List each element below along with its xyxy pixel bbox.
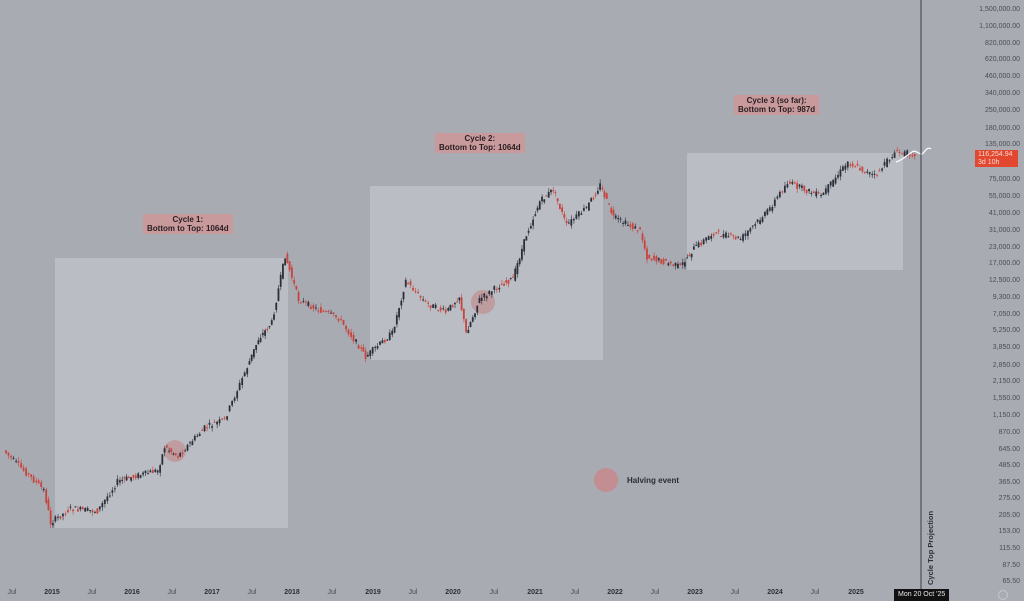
time-tick-label: 2020 [445, 589, 461, 596]
time-tick-label: 2018 [284, 589, 300, 596]
time-tick-label: Jul [167, 589, 177, 596]
price-tick-label: 2,850.00 [992, 362, 1020, 369]
cycle-1-label: Cycle 1: Bottom to Top: 1064d [143, 214, 233, 234]
current-price: 116,254.94 [978, 151, 1013, 158]
legend: Halving event [594, 468, 679, 492]
price-tick-label: 1,550.00 [992, 395, 1020, 402]
price-tick-label: 153.00 [998, 528, 1020, 535]
price-tick-label: 820,000.00 [984, 40, 1020, 47]
time-tick-label: 2021 [527, 589, 543, 596]
price-tick-label: 55,000.00 [988, 193, 1020, 200]
price-tick-label: 23,000.00 [988, 244, 1020, 251]
time-tick-label: Jul [570, 589, 580, 596]
time-tick-label: Jul [327, 589, 337, 596]
time-tick-label: 2015 [44, 589, 60, 596]
price-tick-label: 115.50 [999, 545, 1020, 552]
price-tick-label: 5,250.00 [992, 327, 1020, 334]
cycle-1-box [55, 258, 288, 528]
price-tick-label: 31,000.00 [988, 227, 1020, 234]
cycle-2-duration: Bottom to Top: 1064d [439, 143, 521, 152]
time-tick-label: 2016 [124, 589, 140, 596]
price-tick-label: 17,000.00 [988, 260, 1020, 267]
time-tick-label: 2024 [767, 589, 783, 596]
candlestick-series [5, 146, 916, 529]
halving-event-icon [594, 468, 618, 492]
price-tick-label: 645.00 [998, 446, 1020, 453]
legend-label: Halving event [627, 475, 680, 485]
cycle-3-box [687, 153, 903, 270]
price-tick-label: 205.00 [998, 512, 1020, 519]
cycle-1-duration: Bottom to Top: 1064d [147, 224, 229, 233]
candle-countdown: 3d 10h [978, 159, 1000, 166]
time-tick-label: Jul [87, 589, 97, 596]
projection-path [895, 147, 932, 163]
time-tick-label: Jul [810, 589, 820, 596]
cycle-3-label: Cycle 3 (so far): Bottom to Top: 987d [734, 95, 820, 115]
price-tick-label: 620,000.00 [984, 56, 1020, 63]
price-tick-label: 65.50 [1002, 578, 1020, 585]
price-tick-label: 870.00 [998, 429, 1020, 436]
cycle-3-title: Cycle 3 (so far): [746, 96, 807, 105]
current-price-tag: 116,254.94 3d 10h [975, 150, 1018, 167]
cycle-2-label: Cycle 2: Bottom to Top: 1064d [435, 133, 525, 153]
price-tick-label: 365.00 [998, 479, 1020, 486]
time-tick-label: Jul [489, 589, 499, 596]
time-tick-label: 2017 [204, 589, 220, 596]
price-tick-label: 135,000.00 [984, 141, 1020, 148]
time-tick-label: Jul [7, 589, 17, 596]
price-tick-label: 460,000.00 [984, 73, 1020, 80]
price-tick-label: 275.00 [998, 495, 1020, 502]
price-tick-label: 12,500.00 [988, 277, 1020, 284]
price-tick-label: 1,100,000.00 [979, 23, 1020, 30]
price-tick-label: 2,150.00 [992, 378, 1020, 385]
cycle-2-box [370, 186, 603, 360]
settings-gear-icon[interactable] [998, 590, 1008, 600]
cycle-2-title: Cycle 2: [464, 134, 496, 143]
price-tick-label: 7,050.00 [992, 311, 1020, 318]
price-tick-label: 1,150.00 [992, 412, 1020, 419]
price-tick-label: 250,000.00 [984, 107, 1020, 114]
time-tick-label: Jul [730, 589, 740, 596]
time-tick-label: Jul [650, 589, 660, 596]
price-tick-label: 340,000.00 [984, 90, 1020, 97]
price-tick-label: 1,500,000.00 [979, 6, 1020, 13]
price-tick-label: 9,300.00 [992, 294, 1020, 301]
price-tick-label: 87.50 [1002, 562, 1020, 569]
price-tick-label: 41,000.00 [988, 210, 1020, 217]
time-tick-label: 2023 [687, 589, 703, 596]
cycle-top-projection-label: Cycle Top Projection [926, 510, 935, 585]
price-tick-label: 485.00 [998, 462, 1020, 469]
price-tick-label: 75,000.00 [988, 176, 1020, 183]
cycle-1-title: Cycle 1: [172, 215, 204, 224]
crosshair-date-label: Mon 20 Oct '25 [894, 589, 950, 601]
cycle-3-duration: Bottom to Top: 987d [738, 105, 816, 114]
price-tick-label: 3,850.00 [992, 344, 1020, 351]
time-tick-label: Jul [408, 589, 418, 596]
time-tick-label: 2019 [365, 589, 381, 596]
time-tick-label: Jul [247, 589, 257, 596]
time-tick-label: 2025 [848, 589, 864, 596]
time-tick-label: 2022 [607, 589, 623, 596]
price-tick-label: 180,000.00 [984, 125, 1020, 132]
